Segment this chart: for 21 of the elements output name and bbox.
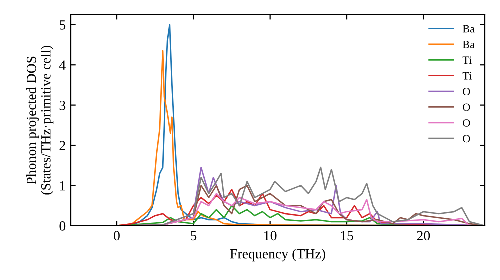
y-tick-label: 3 [60, 100, 66, 110]
legend-label: Ti [462, 56, 472, 64]
y-tick-label: 2 [60, 141, 66, 150]
legend-label: Ba [462, 41, 475, 48]
x-tick-label: 20 [417, 231, 430, 241]
legend-label: O [463, 88, 470, 96]
legend-label: Ba [462, 25, 475, 33]
legend-label: O [463, 135, 470, 143]
x-axis-title: Frequency (THz) [230, 248, 326, 262]
x-tick-label: 10 [264, 231, 277, 241]
y-tick-label: 4 [59, 60, 66, 70]
legend-label: Ti [462, 72, 472, 80]
legend-label: O [463, 119, 470, 127]
x-tick-label: 0 [114, 231, 120, 241]
legend-label: O [463, 104, 470, 112]
y-tick-label: 5 [60, 20, 66, 30]
y-tick-label: 1 [60, 181, 66, 191]
x-tick-label: 15 [341, 231, 354, 241]
y-axis-title: Phonon projected DOS (States/THz·primitive cell) [26, 46, 54, 195]
x-tick-label: 5 [191, 231, 197, 241]
y-tick-label: 0 [60, 222, 66, 231]
